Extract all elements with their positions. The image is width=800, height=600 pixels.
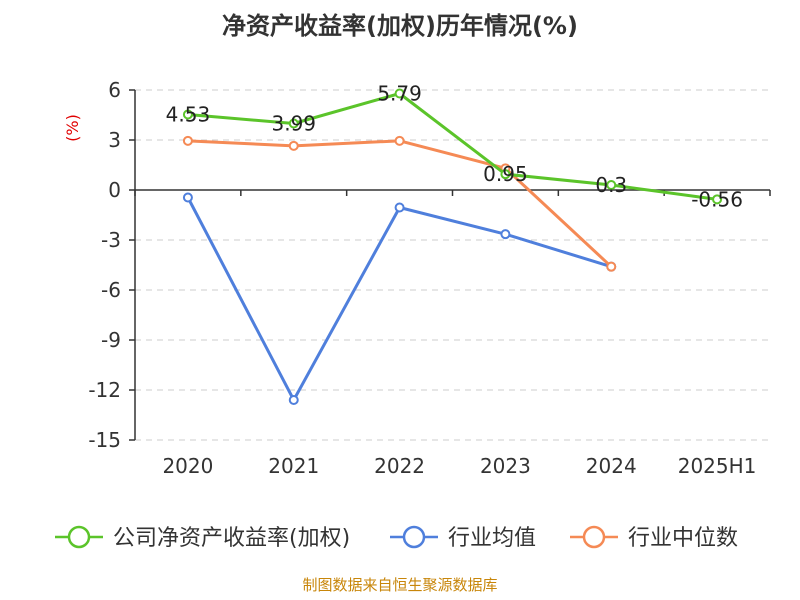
source-note: 制图数据来自恒生聚源数据库 [302, 576, 497, 594]
legend-label: 行业中位数 [628, 526, 738, 551]
data-point [712, 194, 723, 205]
data-label: 3.99 [271, 112, 316, 136]
y-axis-unit-label: (%) [63, 114, 82, 142]
data-point [606, 261, 617, 272]
series-lines [182, 88, 723, 405]
legend-label: 公司净资产收益率(加权) [113, 526, 350, 551]
legend: 公司净资产收益率(加权) 行业均值 行业中位数 [55, 525, 738, 551]
x-tick-label: 2022 [374, 454, 425, 478]
y-tick-label: 6 [108, 78, 121, 102]
y-tick-label: -6 [101, 278, 121, 302]
data-point [182, 109, 193, 120]
data-label: 5.79 [377, 82, 422, 106]
legend-swatch-marker [582, 525, 606, 549]
x-tick-label: 2023 [480, 454, 531, 478]
data-point [394, 88, 405, 99]
series-line [187, 92, 718, 201]
axes: 6 3 0 -3 -6 -9 -12 -15 2020 2021 2022 2023 2024 2025H… [88, 78, 771, 478]
y-tick-label: 0 [108, 178, 121, 202]
data-point [182, 135, 193, 146]
x-tick-label: 2025H1 [678, 454, 757, 478]
data-point [500, 169, 511, 180]
data-point [500, 229, 511, 240]
x-tick-label: 2021 [268, 454, 319, 478]
data-point [394, 135, 405, 146]
data-labels: 4.53 3.99 5.79 0.95 0.3 -0.56 [166, 82, 743, 212]
series-line [186, 196, 612, 402]
data-point [182, 192, 193, 203]
data-point [288, 395, 299, 405]
legend-label: 行业均值 [448, 526, 536, 551]
legend-swatch-marker [67, 525, 91, 549]
data-point [288, 140, 299, 151]
y-tick-label: 3 [108, 128, 121, 152]
chart-title: 净资产收益率(加权)历年情况(%) [222, 12, 578, 40]
data-label: 0.3 [595, 173, 627, 197]
y-tick-label: -15 [88, 428, 121, 452]
data-point [288, 118, 299, 129]
gridlines [135, 89, 770, 441]
data-label: 4.53 [166, 103, 211, 127]
data-point [394, 202, 405, 213]
x-tick-label: 2024 [586, 454, 637, 478]
data-label: -0.56 [691, 187, 743, 211]
data-point [606, 180, 617, 190]
y-tick-label: -9 [101, 328, 121, 352]
legend-swatch-marker [402, 525, 426, 549]
y-tick-label: -12 [88, 378, 121, 402]
x-tick-label: 2020 [162, 454, 213, 478]
y-tick-label: -3 [101, 228, 121, 252]
data-label: 0.95 [483, 162, 528, 186]
